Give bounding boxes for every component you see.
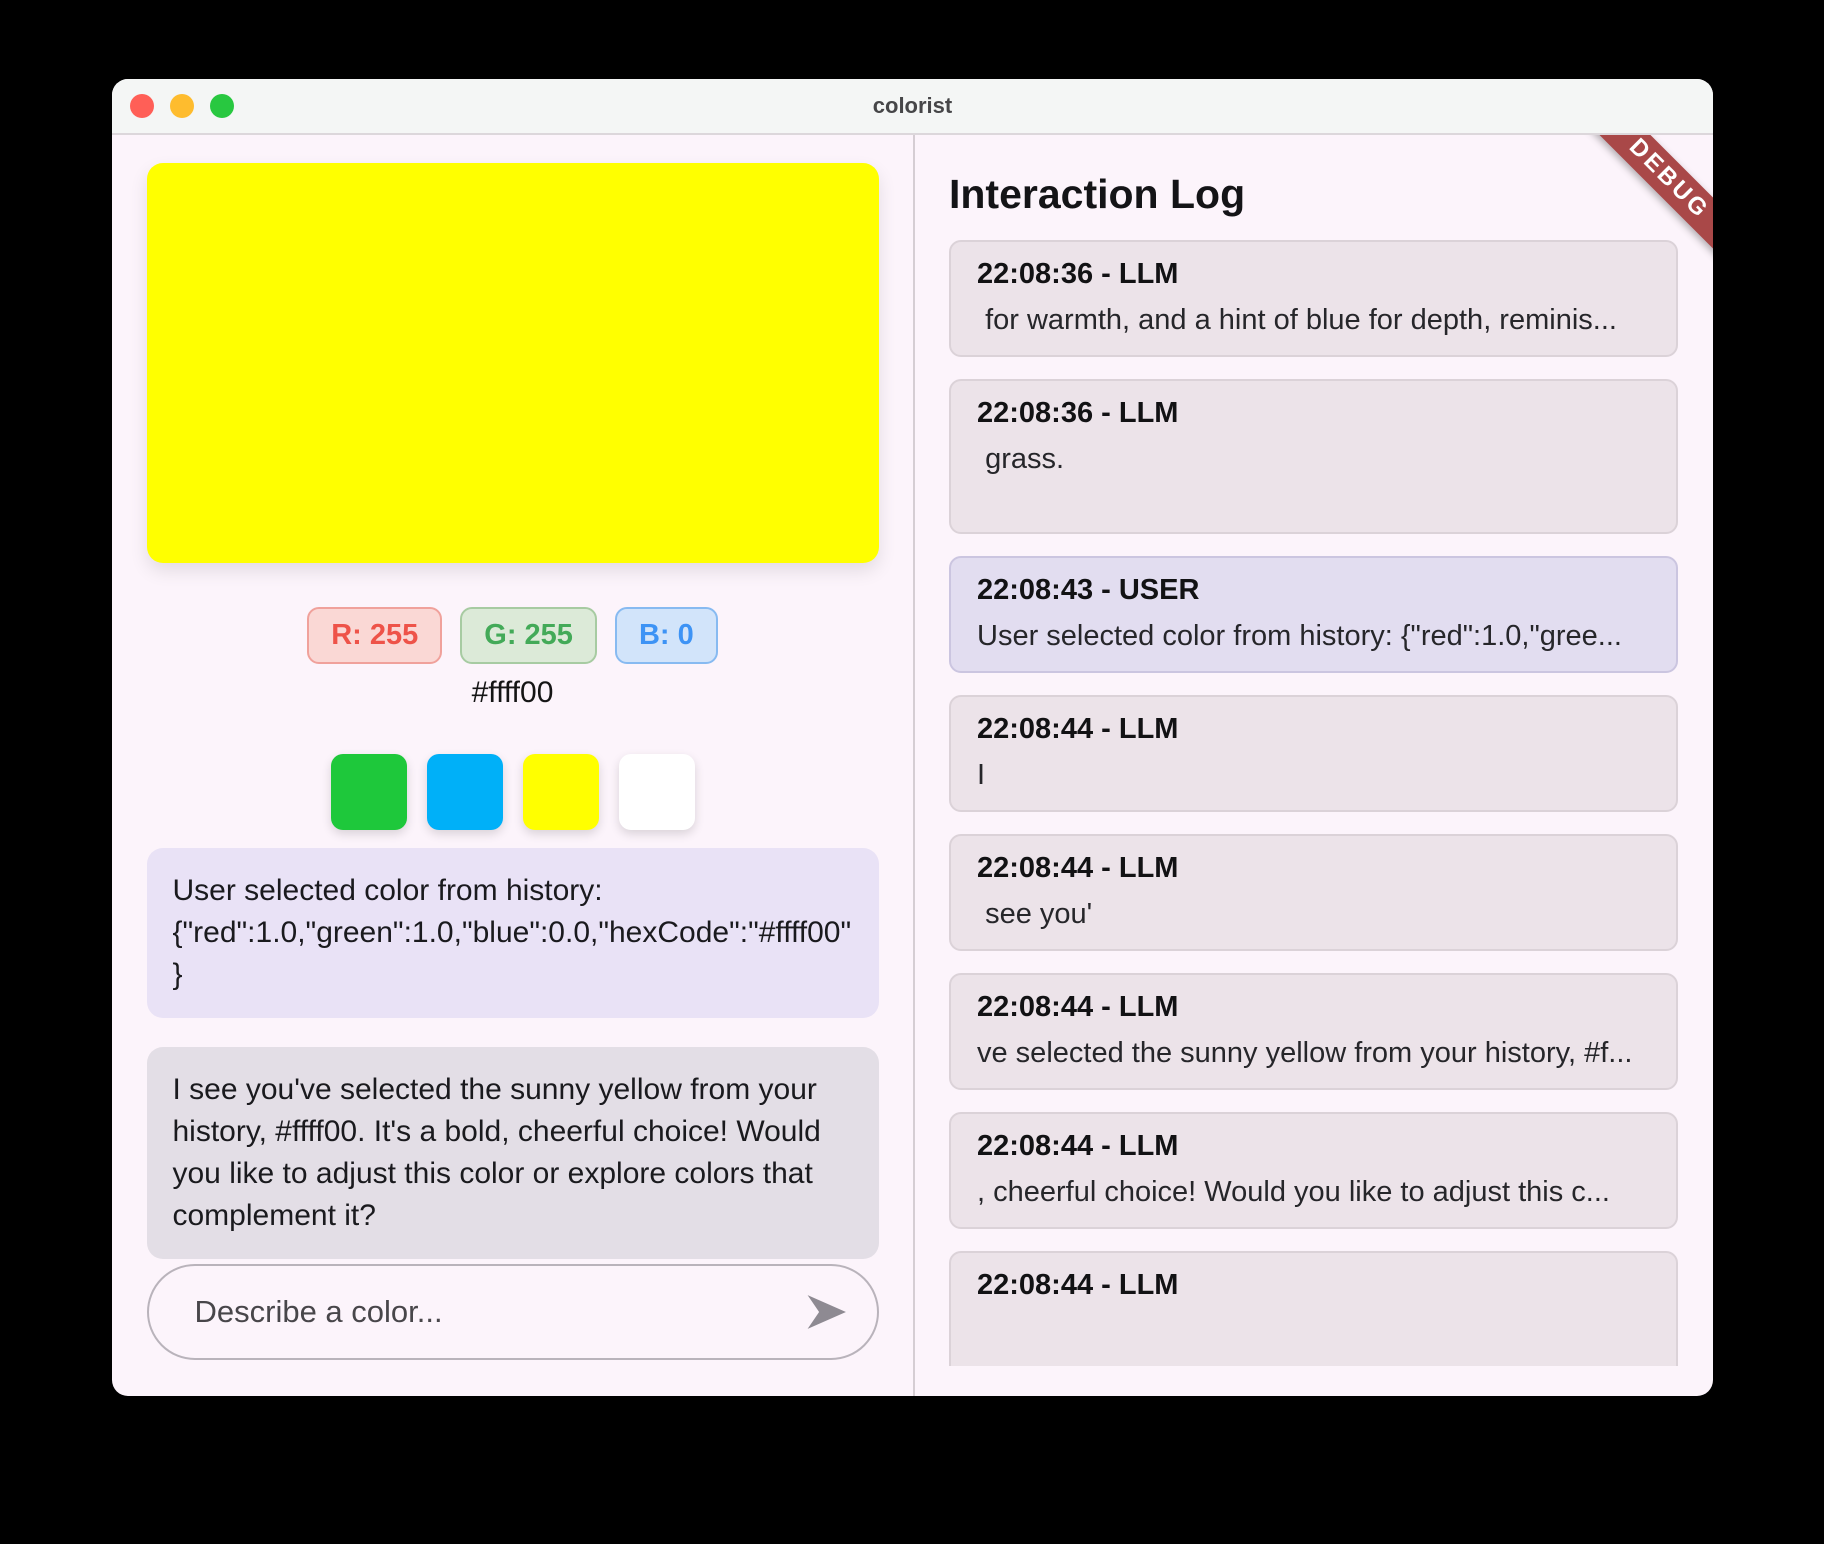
send-icon (803, 1292, 849, 1332)
log-panel: Interaction Log 22:08:36 - LLM for warmt… (913, 135, 1713, 1396)
log-panel-title: Interaction Log (949, 171, 1246, 217)
log-entry-body: see you' (977, 898, 1093, 930)
title-bar: colorist (112, 79, 1713, 135)
log-entry-header: 22:08:44 - LLM (977, 991, 1179, 1023)
log-entry: 22:08:36 - LLM for warmth, and a hint of… (949, 240, 1678, 357)
user-message-bubble: User selected color from history: {"red"… (146, 848, 879, 1018)
color-history-row (330, 754, 695, 830)
history-swatch-yellow[interactable] (522, 754, 599, 830)
close-button[interactable] (130, 94, 154, 118)
blue-value-badge: B: 0 (614, 607, 718, 664)
history-swatch-white[interactable] (618, 754, 695, 830)
color-panel: R: 255 G: 255 B: 0 #ffff00 User selected… (112, 135, 913, 1396)
green-value-badge: G: 255 (460, 607, 597, 664)
log-entries-list[interactable]: 22:08:36 - LLM for warmth, and a hint of… (949, 240, 1678, 1366)
log-entry-body: , cheerful choice! Would you like to adj… (977, 1176, 1610, 1208)
log-entry: 22:08:44 - LLM (949, 1251, 1678, 1366)
log-entry-body: ve selected the sunny yellow from your h… (977, 1037, 1633, 1069)
minimize-button[interactable] (170, 94, 194, 118)
assistant-message-bubble: I see you've selected the sunny yellow f… (146, 1047, 879, 1259)
log-entry-body: grass. (985, 443, 1065, 475)
log-entry-body: User selected color from history: {"red"… (977, 620, 1622, 652)
traffic-lights (130, 79, 234, 133)
log-entry-body (977, 1312, 1650, 1366)
rgb-badges: R: 255 G: 255 B: 0 (307, 607, 718, 664)
log-entry: 22:08:43 - USER User selected color from… (949, 556, 1678, 673)
log-entry: 22:08:44 - LLM I (949, 695, 1678, 812)
hex-code-label: #ffff00 (471, 676, 554, 709)
main-content: R: 255 G: 255 B: 0 #ffff00 User selected… (112, 135, 1713, 1396)
log-entry-header: 22:08:44 - LLM (977, 852, 1179, 884)
log-entry-header: 22:08:44 - LLM (977, 1130, 1179, 1162)
log-entry: 22:08:36 - LLM grass. (949, 379, 1678, 534)
log-entry-body: for warmth, and a hint of blue for depth… (977, 304, 1617, 336)
history-swatch-blue[interactable] (426, 754, 503, 830)
log-entry-header: 22:08:44 - LLM (977, 1269, 1179, 1301)
log-entry: 22:08:44 - LLM see you' (949, 834, 1678, 951)
zoom-button[interactable] (210, 94, 234, 118)
log-entry: 22:08:44 - LLM , cheerful choice! Would … (949, 1112, 1678, 1229)
log-entry-body: I (977, 759, 986, 791)
red-value-badge: R: 255 (307, 607, 443, 664)
log-entry-header: 22:08:44 - LLM (977, 713, 1179, 745)
log-entry-header: 22:08:36 - LLM (977, 258, 1179, 290)
color-input-field-container (146, 1264, 879, 1360)
log-entry-header: 22:08:36 - LLM (977, 397, 1179, 429)
window-title: colorist (872, 93, 953, 118)
color-input[interactable] (192, 1293, 791, 1331)
color-preview-swatch (146, 163, 879, 563)
history-swatch-green[interactable] (330, 754, 407, 830)
log-entry: 22:08:44 - LLM ve selected the sunny yel… (949, 973, 1678, 1090)
app-window: colorist R: 255 G: 255 B: 0 #ffff00 User… (112, 79, 1713, 1396)
send-button[interactable] (803, 1292, 849, 1332)
log-entry-header: 22:08:43 - USER (977, 574, 1200, 606)
